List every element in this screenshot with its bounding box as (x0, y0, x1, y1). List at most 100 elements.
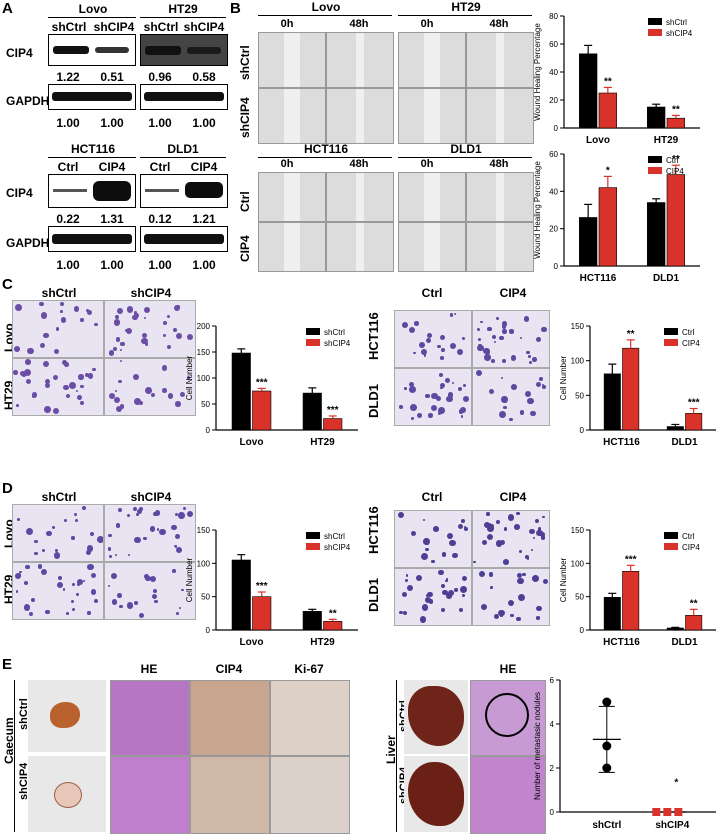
stained-cell (483, 347, 490, 355)
stained-cell (14, 345, 21, 352)
col-label-ctrl: Ctrl (421, 490, 443, 504)
stained-cell (61, 359, 68, 366)
wound-gap (424, 173, 440, 221)
stained-cell (87, 611, 91, 615)
stained-cell (86, 545, 93, 552)
stained-cell (503, 559, 509, 565)
stained-cell (176, 612, 179, 615)
stained-cell (149, 525, 156, 532)
y-tick-label: 6 (550, 676, 555, 685)
legend-swatch (306, 328, 320, 335)
stained-cell (128, 553, 131, 557)
wound-micrograph (326, 88, 394, 144)
stained-cell (410, 530, 416, 536)
blot-row-cip4: CIP4 (6, 46, 33, 60)
stained-cell (488, 572, 494, 577)
x-tick-label: HCT116 (580, 273, 617, 284)
bar (685, 615, 703, 631)
wound-title-dld1: DLD1 (450, 142, 482, 156)
blot-cip4-dld1 (140, 174, 228, 208)
stained-cell (503, 526, 508, 531)
significance-mark: *** (256, 581, 268, 592)
stained-cell (409, 404, 417, 411)
stained-cell (498, 609, 505, 617)
blot-row-gapdh: GAPDH (6, 236, 50, 250)
stained-cell (119, 359, 123, 363)
stained-cell (449, 539, 456, 546)
stained-cell (535, 381, 542, 388)
wound-gap (356, 223, 364, 271)
stained-cell (453, 312, 456, 316)
stained-cell (500, 540, 506, 546)
stained-cell (490, 586, 493, 589)
stained-cell (75, 593, 79, 597)
stained-cell (80, 384, 85, 389)
stained-cell (477, 344, 484, 352)
data-point (602, 741, 612, 751)
stained-cell (533, 537, 536, 540)
stained-cell (517, 577, 524, 584)
stained-cell (449, 312, 454, 317)
stained-cell (508, 514, 515, 521)
stained-cell (428, 413, 433, 418)
stained-cell (16, 404, 19, 408)
stained-cell (23, 369, 31, 377)
wound-gap (496, 173, 504, 221)
stained-cell (64, 362, 69, 367)
stained-cell (409, 386, 416, 394)
blot-cip4-hct116 (48, 174, 136, 208)
stained-cell (447, 590, 454, 597)
y-tick-label: 60 (549, 40, 558, 49)
stained-cell (53, 348, 60, 355)
stained-cell (412, 351, 416, 355)
wound-gap (284, 89, 300, 143)
stained-cell (44, 382, 50, 388)
legend-label: Ctrl (666, 156, 679, 165)
wound-gap (496, 223, 504, 271)
data-point (663, 808, 672, 816)
wound-gap (496, 89, 504, 143)
bar (685, 413, 703, 431)
stained-cell (403, 387, 407, 390)
x-tick-label: HT29 (310, 637, 335, 648)
y-tick-label: 50 (575, 593, 584, 602)
stained-micrograph (104, 358, 196, 416)
stained-cell (167, 393, 174, 399)
x-tick-label: shCIP4 (655, 820, 689, 831)
wound-gap (496, 33, 504, 87)
wound-gap (356, 33, 364, 87)
stained-cell (60, 317, 67, 324)
stained-cell (111, 598, 118, 605)
stained-cell (449, 342, 456, 350)
stained-cell (399, 610, 403, 614)
y-axis-label: Cell Number (559, 355, 568, 400)
wound-micrograph (398, 172, 466, 222)
y-tick-label: 20 (549, 96, 558, 105)
stained-cell (445, 578, 449, 581)
stained-cell (507, 599, 515, 607)
stained-cell (126, 514, 131, 518)
stained-cell (175, 401, 181, 407)
stained-cell (423, 538, 430, 545)
stained-cell (480, 321, 483, 324)
bar (579, 217, 598, 267)
time-label-0h: 0h (420, 158, 434, 170)
bar (302, 611, 322, 631)
blot-gapdh-hct116 (48, 226, 136, 252)
stained-cell (118, 379, 122, 384)
stained-cell (478, 344, 482, 348)
legend-label: Ctrl (682, 532, 695, 541)
stained-cell (458, 607, 463, 613)
blot-title-underline (140, 17, 226, 18)
stained-cell (80, 318, 84, 322)
blot-quant: 0.96 (148, 70, 172, 84)
y-tick-label: 100 (571, 357, 585, 366)
bar (598, 187, 617, 267)
x-tick-label: DLD1 (671, 637, 698, 648)
stained-cell (156, 527, 160, 531)
stained-cell (409, 389, 412, 392)
stained-cell (166, 314, 171, 319)
bar (622, 571, 640, 631)
stained-cell (125, 328, 129, 332)
stained-cell (486, 512, 490, 516)
